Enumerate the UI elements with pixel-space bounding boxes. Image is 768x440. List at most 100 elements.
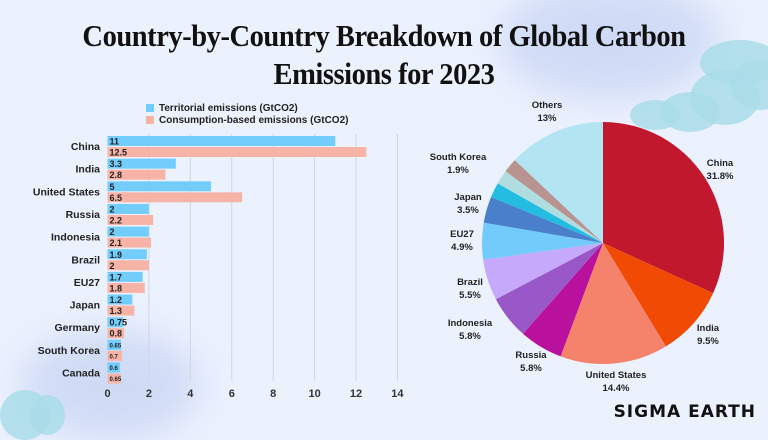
bar-consumption [107,237,151,248]
pie-label: Brazil [457,277,483,288]
bar-consumption [107,147,367,157]
page-title-line-2: Emissions for 2023 [273,56,495,91]
pie-percent: 5.8% [459,331,481,342]
pie-label: Others [532,100,563,111]
page-title-line-1: Country-by-Country Breakdown of Global C… [82,18,686,53]
pie-slice-china [603,122,724,294]
pie-percent: 9.5% [697,336,719,347]
bar-value-label: 0.65 [110,343,122,349]
bar-territorial [107,203,149,214]
bar-territorial [107,339,121,350]
pie-label: United States [586,370,647,381]
pie-label: Indonesia [448,318,493,329]
bar-value-label: 0.6 [110,366,119,372]
x-tick-label: 6 [229,388,235,400]
bar-territorial [107,249,147,260]
bar-value-label: 11 [110,137,120,147]
pie-percent: 1.9% [447,165,469,176]
bar-value-label: 6.5 [110,193,123,203]
pie-percent: 3.5% [457,205,479,216]
x-tick-label: 12 [350,388,362,400]
x-tick-label: 4 [187,388,194,400]
pie-label: China [707,158,734,169]
bar-value-label: 2.2 [110,215,123,225]
bar-value-label: 2.8 [110,170,123,180]
bar-consumption [107,350,122,361]
bar-value-label: 1.3 [110,306,123,316]
bar-territorial [107,317,124,328]
bar-territorial [107,271,143,282]
pie-label: India [697,323,720,334]
pie-percent: 31.8% [707,171,734,182]
bar-value-label: 1.2 [110,295,123,305]
bar-consumption [107,305,135,316]
bar-consumption [107,169,166,180]
bar-value-label: 0.65 [110,377,122,383]
bar-consumption [107,214,154,225]
legend-label: Territorial emissions (GtCO2) [159,103,298,114]
pie-slice-india [603,243,714,347]
bar-territorial [107,226,149,237]
category-label: EU27 [74,277,100,289]
category-label: Canada [62,368,100,380]
bar-territorial [107,362,120,373]
pie-slice-south-korea [505,160,603,243]
legend-label: Consumption-based emissions (GtCO2) [159,115,349,126]
pie-slice-russia [522,243,603,357]
bar-value-label: 2 [110,261,115,271]
category-label: United States [33,186,100,198]
pie-slice-eu27 [482,222,603,260]
brand-logo: SIGMA EARTH [613,402,756,422]
x-tick-label: 0 [104,388,110,400]
bar-value-label: 2.1 [110,238,123,248]
pie-slice-united-states [560,243,666,364]
legend-swatch [146,116,154,125]
category-label: Indonesia [51,232,100,244]
bar-territorial [107,158,176,169]
category-label: Japan [70,300,100,312]
bar-territorial [107,136,336,146]
category-label: South Korea [38,345,101,357]
pie-label: EU27 [450,229,474,240]
pie-slice-unlabeled [497,171,603,243]
bar-consumption [107,260,149,271]
bar-value-label: 2 [110,204,115,214]
pie-label: South Korea [430,152,487,163]
x-tick-label: 2 [146,388,152,400]
pie-slice-indonesia [495,243,603,334]
pie-slice-brazil [483,243,603,300]
pie-label: Japan [454,192,482,203]
bar-consumption [107,192,243,203]
pie-slice-others [514,122,603,243]
legend-item-consumption: Consumption-based emissions (GtCO2) [146,115,348,126]
category-label: Germany [54,322,100,334]
pie-slice-japan [483,197,603,243]
bar-consumption [107,282,145,293]
bar-value-label: 1.9 [110,250,123,260]
pie-percent: 5.8% [520,363,542,374]
category-label: India [75,164,100,176]
background-haze [500,0,720,100]
pie-slice-unlabeled [491,183,603,243]
bar-value-label: 5 [110,182,115,192]
bar-consumption [107,328,125,339]
bar-value-label: 1.7 [110,272,123,282]
bar-value-label: 0.7 [110,354,119,360]
bar-territorial [107,181,212,192]
bar-value-label: 12.5 [110,148,128,158]
pie-percent: 4.9% [451,242,473,253]
bar-value-label: 0.75 [110,318,128,328]
x-tick-label: 8 [270,388,276,400]
legend-swatch [146,104,154,113]
bar-value-label: 3.3 [110,159,123,169]
x-tick-label: 10 [308,388,320,400]
bar-consumption [107,373,121,384]
pie-percent: 5.5% [459,290,481,301]
bar-value-label: 0.8 [110,329,123,339]
pie-percent: 13% [537,113,557,124]
category-label: Brazil [71,254,100,266]
pie-percent: 14.4% [603,383,630,394]
category-label: Russia [66,209,101,221]
category-label: China [71,141,100,153]
